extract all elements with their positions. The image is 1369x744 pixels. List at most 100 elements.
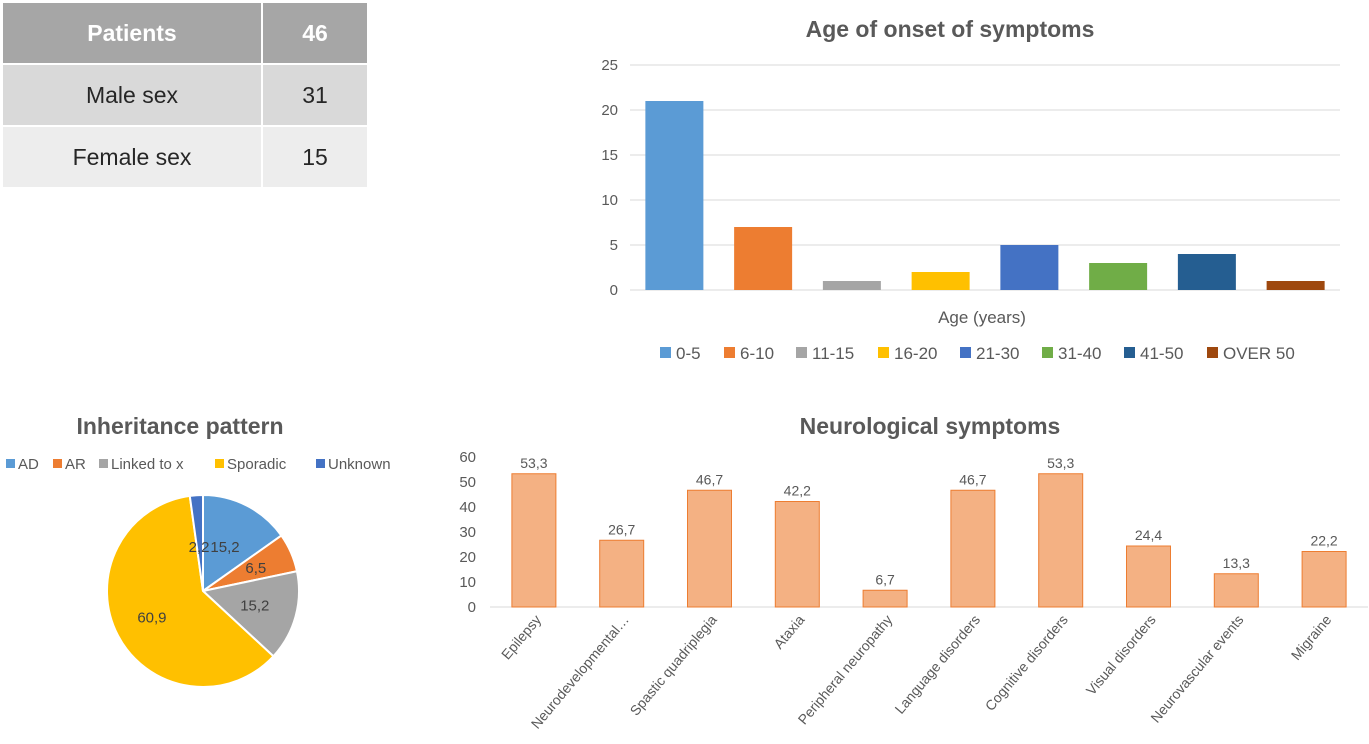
legend-label: 31-40 xyxy=(1058,344,1101,363)
data-label: 53,3 xyxy=(520,455,547,471)
bar xyxy=(1301,551,1347,608)
y-tick-label: 50 xyxy=(459,474,476,491)
table-header-row: Patients 46 xyxy=(1,1,369,65)
y-tick-label: 60 xyxy=(459,449,476,466)
legend-label: 41-50 xyxy=(1140,344,1183,363)
x-tick-label: Epilepsy xyxy=(498,612,544,663)
bar xyxy=(1038,473,1084,608)
y-tick-label: 5 xyxy=(610,237,618,254)
legend-swatch xyxy=(6,459,15,468)
bar xyxy=(911,272,970,290)
bar xyxy=(1089,263,1148,290)
legend-swatch xyxy=(215,459,224,468)
legend-label: 16-20 xyxy=(894,344,937,363)
bar xyxy=(511,473,557,608)
bar xyxy=(1000,245,1059,290)
x-tick-label: Ataxia xyxy=(770,611,807,651)
table-cell: Female sex xyxy=(1,125,263,189)
pie-slice-label: 15,2 xyxy=(240,597,269,614)
data-label: 13,3 xyxy=(1223,555,1250,571)
legend-swatch xyxy=(878,347,889,358)
x-tick-label: Language disorders xyxy=(891,612,983,717)
legend-label: Unknown xyxy=(328,456,391,473)
age-chart-grid: 0 5 10 15 20 25 xyxy=(601,57,1340,299)
pie-chart-legend: AD AR Linked to x Sporadic Unknown xyxy=(6,456,391,473)
bar xyxy=(645,101,704,290)
legend-label: Linked to x xyxy=(111,456,184,473)
y-tick-label: 15 xyxy=(601,147,618,164)
data-label: 42,2 xyxy=(784,483,811,499)
bar xyxy=(1213,573,1259,608)
data-label: 46,7 xyxy=(696,471,723,487)
pie-slice-label: 15,2 xyxy=(210,539,239,556)
y-tick-label: 20 xyxy=(601,102,618,119)
bar xyxy=(822,281,881,290)
patients-table: Patients 46 Male sex 31 Female sex 15 xyxy=(1,1,369,189)
age-chart-title: Age of onset of symptoms xyxy=(806,16,1095,42)
y-tick-label: 40 xyxy=(459,499,476,516)
y-tick-label: 0 xyxy=(610,282,618,299)
legend-label: 0-5 xyxy=(676,344,701,363)
table-row: Female sex 15 xyxy=(1,125,369,189)
data-label: 22,2 xyxy=(1310,533,1337,549)
table-cell: Patients xyxy=(1,1,263,65)
legend-swatch xyxy=(99,459,108,468)
pie-slice-label: 60,9 xyxy=(137,610,166,627)
age-chart-x-axis-label: Age (years) xyxy=(938,308,1026,327)
legend-swatch xyxy=(796,347,807,358)
legend-label: 6-10 xyxy=(740,344,774,363)
y-tick-label: 0 xyxy=(468,599,476,616)
legend-swatch xyxy=(1124,347,1135,358)
pie-slice-label: 6,5 xyxy=(245,560,266,577)
pie-slice xyxy=(106,494,275,688)
pie-slice-label: 2,2 xyxy=(189,539,210,556)
y-tick-label: 10 xyxy=(459,574,476,591)
legend-label: AR xyxy=(65,456,86,473)
pie-chart-title: Inheritance pattern xyxy=(76,413,283,439)
bar xyxy=(687,489,732,608)
legend-swatch xyxy=(1042,347,1053,358)
legend-label: Sporadic xyxy=(227,456,287,473)
legend-label: OVER 50 xyxy=(1223,344,1295,363)
legend-label: AD xyxy=(18,456,39,473)
bar xyxy=(1126,545,1171,608)
bar xyxy=(734,227,793,290)
legend-swatch xyxy=(316,459,325,468)
legend-swatch xyxy=(724,347,735,358)
pie-chart-slices: 15,2 6,5 15,2 60,9 2,2 xyxy=(106,493,300,688)
x-tick-label: Neurovascular events xyxy=(1147,612,1246,726)
y-tick-label: 10 xyxy=(601,192,618,209)
bar xyxy=(950,489,996,608)
y-tick-label: 25 xyxy=(601,57,618,74)
data-label: 46,7 xyxy=(959,471,986,487)
data-label: 24,4 xyxy=(1135,527,1162,543)
table-cell: Male sex xyxy=(1,63,263,127)
legend-label: 21-30 xyxy=(976,344,1019,363)
legend-swatch xyxy=(53,459,62,468)
data-label: 53,3 xyxy=(1047,455,1074,471)
table-row: Male sex 31 xyxy=(1,63,369,127)
y-tick-label: 30 xyxy=(459,524,476,541)
x-tick-label: Spastic quadriplegia xyxy=(626,611,719,718)
legend-label: 11-15 xyxy=(812,344,854,363)
x-tick-label: Migraine xyxy=(1288,611,1335,663)
pie-slice xyxy=(188,493,204,592)
bar xyxy=(1177,254,1236,290)
legend-swatch xyxy=(960,347,971,358)
x-tick-label: Peripheral neuropathy xyxy=(795,612,896,728)
pie-slice xyxy=(200,570,300,658)
table-cell: 46 xyxy=(261,1,369,65)
legend-swatch xyxy=(660,347,671,358)
x-tick-label: Cognitive disorders xyxy=(982,612,1071,714)
age-chart-legend: 0-5 6-10 11-15 16-20 21-30 31-40 41-50 OVER 50 xyxy=(660,344,1295,363)
legend-swatch xyxy=(1207,347,1218,358)
x-tick-label: Visual disorders xyxy=(1083,612,1159,698)
pie-slice xyxy=(202,493,283,593)
bar xyxy=(1266,281,1325,290)
table-cell: 31 xyxy=(261,63,369,127)
neuro-chart-title: Neurological symptoms xyxy=(800,413,1061,439)
x-tick-label: Neurodevelopmental… xyxy=(528,612,632,732)
age-chart-bars xyxy=(645,101,1325,290)
table-cell: 15 xyxy=(261,125,369,189)
